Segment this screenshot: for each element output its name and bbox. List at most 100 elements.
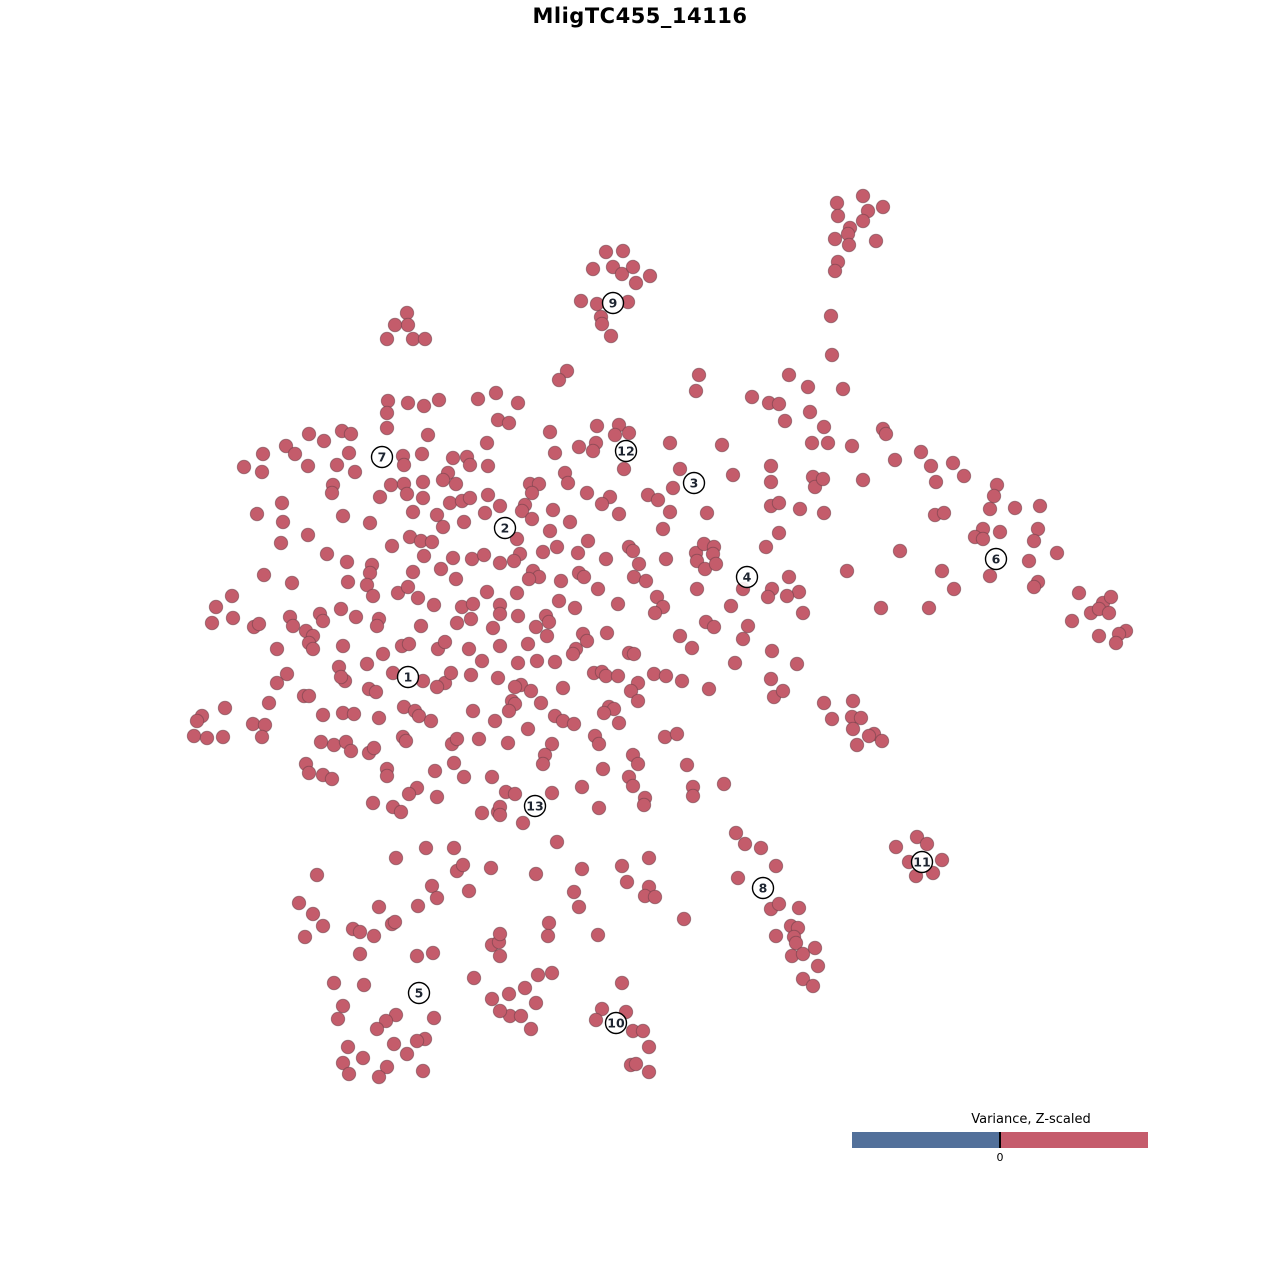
- data-point: [791, 900, 807, 916]
- data-point: [928, 474, 944, 490]
- data-point: [465, 703, 481, 719]
- data-point: [415, 1063, 431, 1079]
- data-point: [892, 543, 908, 559]
- data-point: [424, 534, 440, 550]
- data-point: [510, 655, 526, 671]
- data-point: [679, 757, 695, 773]
- data-point: [614, 858, 630, 874]
- data-point: [359, 577, 375, 593]
- data-point: [547, 654, 563, 670]
- cluster-label-number: 7: [378, 450, 387, 465]
- data-point: [343, 743, 359, 759]
- data-point: [484, 991, 500, 1007]
- data-point: [565, 646, 581, 662]
- data-point: [1064, 613, 1080, 629]
- colorbar-positive-segment: [1000, 1132, 1148, 1148]
- data-point: [674, 673, 690, 689]
- data-point: [445, 450, 461, 466]
- data-point: [352, 946, 368, 962]
- data-point: [340, 1039, 356, 1055]
- data-point: [641, 850, 657, 866]
- data-point: [401, 636, 417, 652]
- data-point: [347, 464, 363, 480]
- data-point: [641, 1039, 657, 1055]
- data-point: [827, 263, 843, 279]
- data-point: [591, 736, 607, 752]
- data-point: [479, 435, 495, 451]
- data-point: [737, 836, 753, 852]
- data-point: [623, 683, 639, 699]
- data-point: [638, 573, 654, 589]
- data-point: [781, 367, 797, 383]
- data-point: [485, 620, 501, 636]
- data-point: [802, 404, 818, 420]
- data-point: [810, 958, 826, 974]
- data-point: [479, 584, 495, 600]
- data-point: [590, 581, 606, 597]
- data-point: [492, 498, 508, 514]
- data-point: [300, 527, 316, 543]
- data-point: [523, 683, 539, 699]
- data-point: [492, 807, 508, 823]
- data-point: [236, 459, 252, 475]
- colorbar-negative-segment: [852, 1132, 1000, 1148]
- data-point: [662, 435, 678, 451]
- data-point: [217, 700, 233, 716]
- data-point: [471, 731, 487, 747]
- data-point: [735, 631, 751, 647]
- data-point: [510, 395, 526, 411]
- data-point: [269, 675, 285, 691]
- data-point: [795, 971, 811, 987]
- cluster-label: 6: [984, 547, 1008, 571]
- data-point: [429, 789, 445, 805]
- cluster-label-number: 4: [743, 570, 752, 585]
- data-point: [946, 581, 962, 597]
- data-point: [484, 769, 500, 785]
- data-point: [730, 870, 746, 886]
- data-point: [650, 492, 666, 508]
- data-point: [533, 695, 549, 711]
- data-point: [594, 1001, 610, 1017]
- data-point: [405, 504, 421, 520]
- data-point: [335, 998, 351, 1014]
- data-point: [449, 615, 465, 631]
- data-point: [676, 911, 692, 927]
- cluster-label-number: 2: [501, 521, 510, 536]
- data-point: [372, 489, 388, 505]
- data-point: [725, 467, 741, 483]
- data-point: [936, 505, 952, 521]
- data-point: [384, 538, 400, 554]
- data-point: [919, 836, 935, 852]
- data-point: [204, 615, 220, 631]
- data-point: [401, 786, 417, 802]
- data-point: [855, 472, 871, 488]
- data-point: [647, 889, 663, 905]
- data-point: [507, 786, 523, 802]
- data-point: [598, 551, 614, 567]
- data-point: [346, 706, 362, 722]
- data-point: [492, 606, 508, 622]
- data-point: [255, 446, 271, 462]
- data-point: [829, 195, 845, 211]
- cluster-label-circle: [984, 547, 1008, 571]
- data-point: [544, 785, 560, 801]
- data-point: [515, 815, 531, 831]
- data-point: [573, 293, 589, 309]
- data-point: [455, 857, 471, 873]
- data-point: [335, 508, 351, 524]
- data-point: [816, 695, 832, 711]
- colorbar: [852, 1132, 1148, 1148]
- data-point: [352, 924, 368, 940]
- data-point: [316, 433, 332, 449]
- data-point: [921, 600, 937, 616]
- data-point: [476, 547, 492, 563]
- data-point: [1021, 553, 1037, 569]
- data-point: [763, 474, 779, 490]
- data-point: [251, 616, 267, 632]
- data-point: [631, 556, 647, 572]
- data-point: [614, 266, 630, 282]
- data-point: [621, 425, 637, 441]
- cluster-label: 8: [751, 876, 775, 900]
- data-point: [343, 426, 359, 442]
